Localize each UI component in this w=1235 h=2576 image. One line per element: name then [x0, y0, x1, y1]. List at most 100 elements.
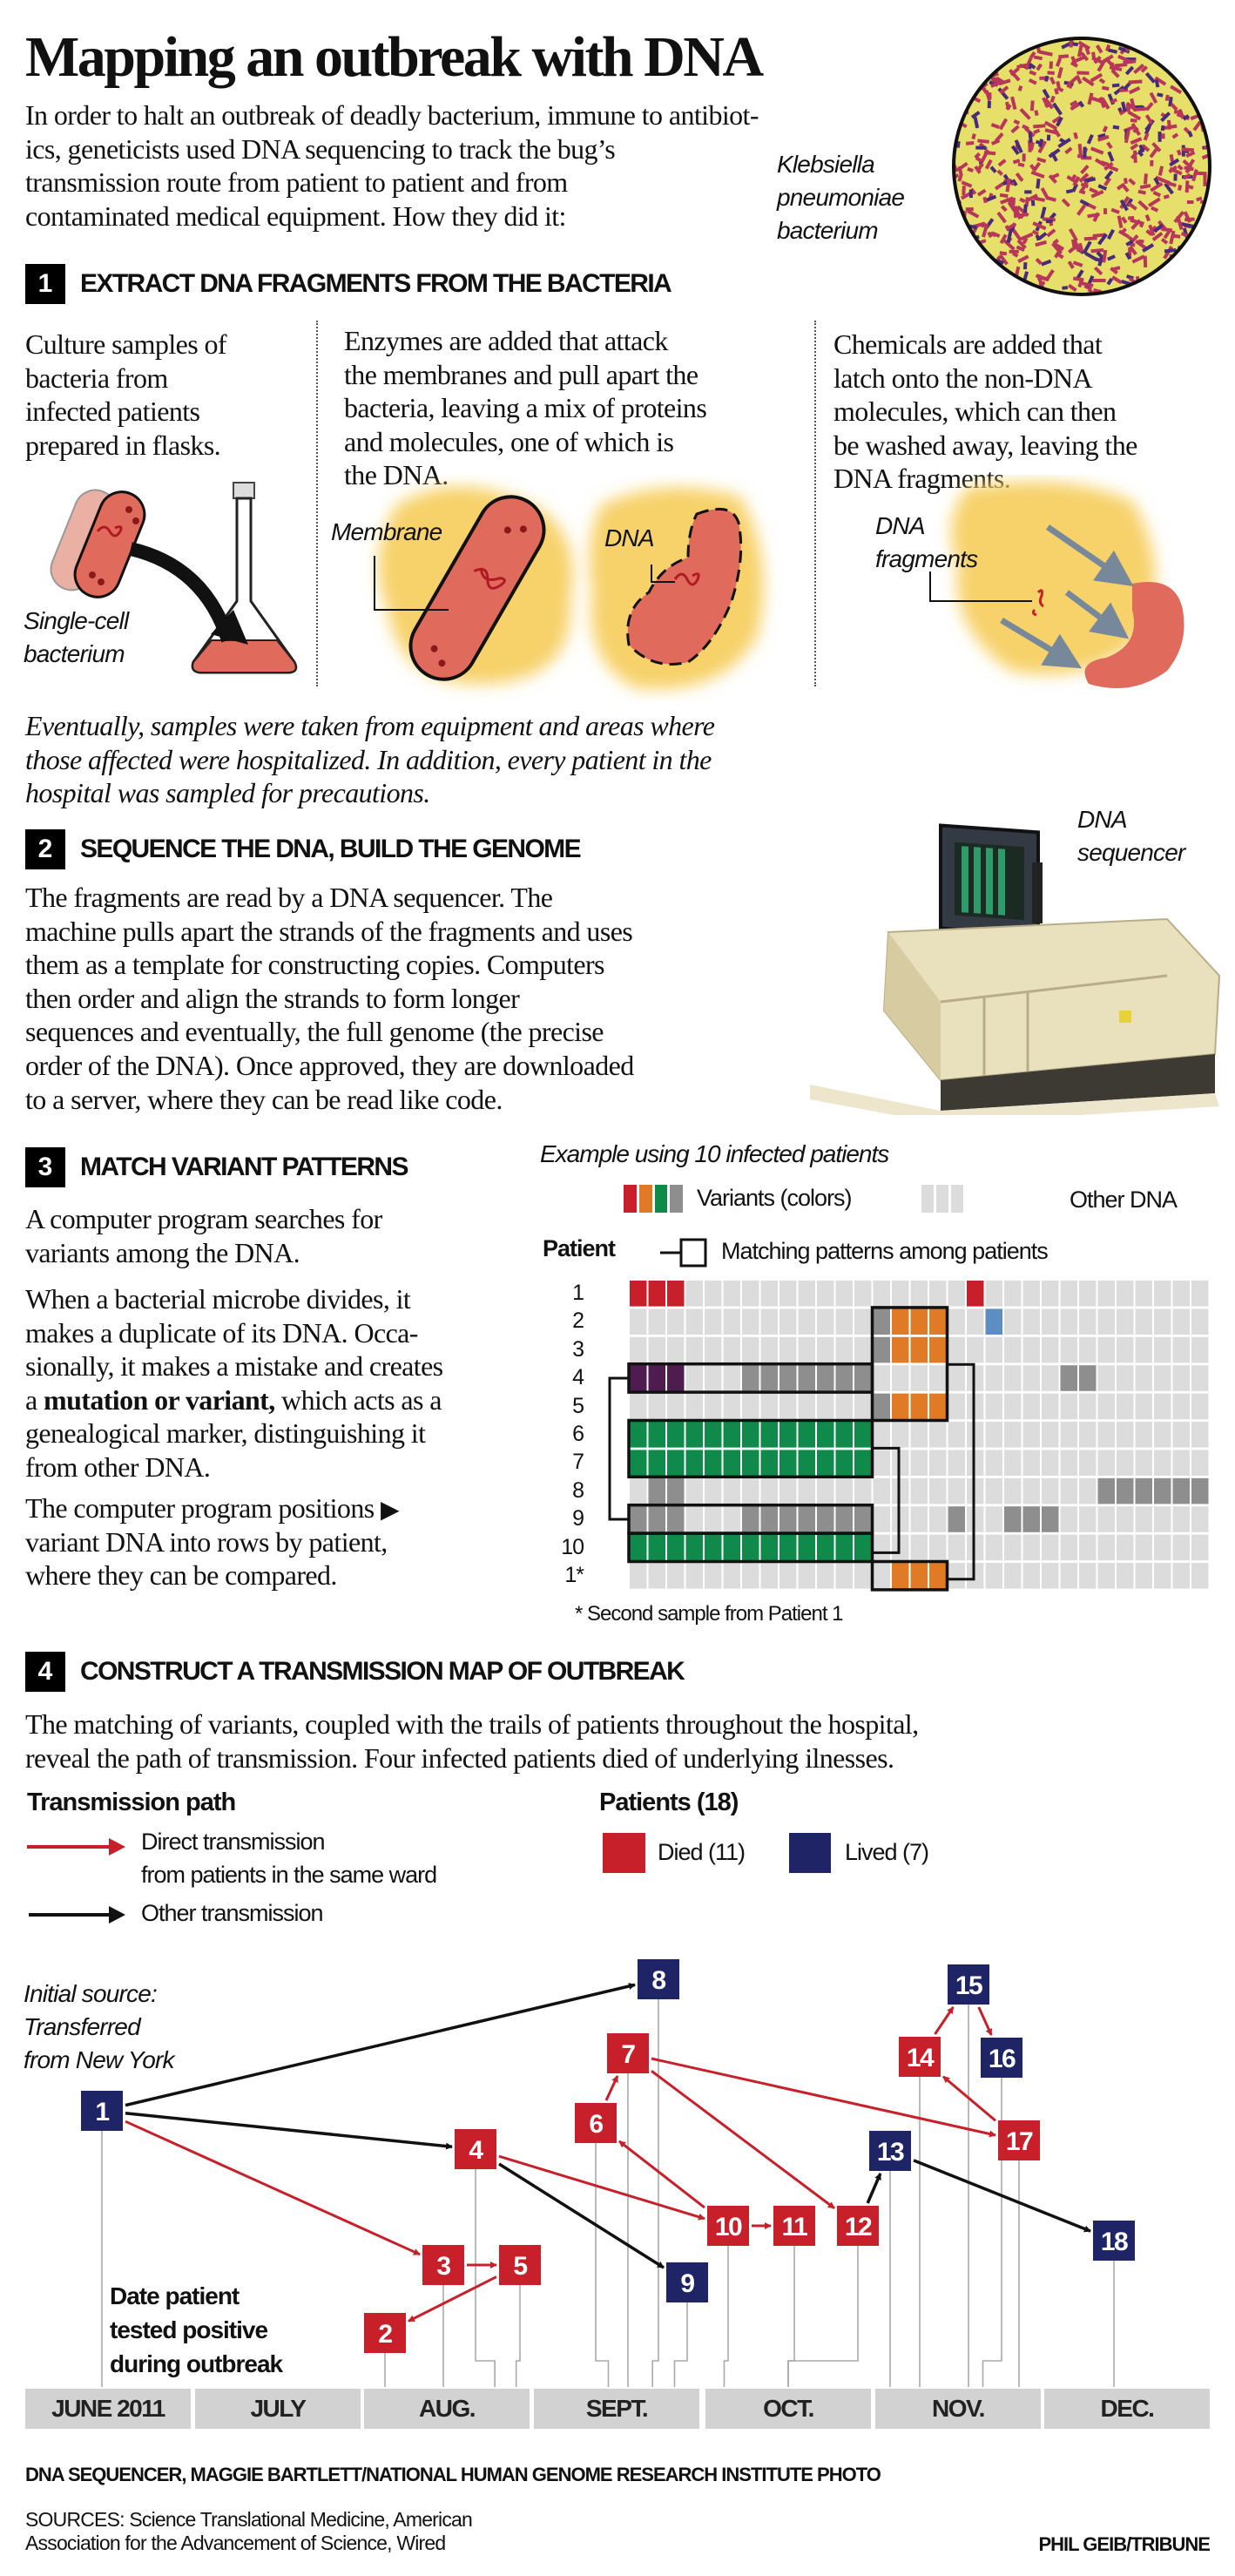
matching-box-icon — [660, 1238, 707, 1268]
other-dna-cell — [854, 1393, 872, 1420]
other-dna-cell — [1172, 1393, 1190, 1420]
other-dna-cell — [1097, 1534, 1115, 1561]
bacterium-cell — [1092, 278, 1106, 282]
bacterium-cell — [1147, 291, 1151, 294]
bacterium-cell — [1022, 124, 1029, 131]
variant-cell — [648, 1534, 665, 1561]
bacterium-cell — [1077, 143, 1083, 158]
bacterium-cell — [1078, 189, 1086, 195]
bacterium-cell — [1017, 162, 1025, 167]
variant-cell — [929, 1393, 947, 1420]
bacterium-cell — [1065, 188, 1073, 194]
other-dna-cell — [1191, 1506, 1209, 1532]
bacterium-cell — [1128, 178, 1137, 186]
month-label: NOV. — [875, 2389, 1041, 2429]
bacterium-cell — [1083, 146, 1087, 159]
bacterium-cell — [955, 91, 962, 98]
caption-line: DNA — [1077, 806, 1128, 833]
other-dna-cell — [779, 1477, 797, 1504]
other-dna-cell — [1004, 1393, 1022, 1420]
variant-cell — [910, 1336, 928, 1363]
bacterium-cell — [1013, 119, 1021, 125]
other-dna-cell — [667, 1393, 685, 1420]
bacterium-cell — [1019, 108, 1031, 120]
variant-cell — [1004, 1506, 1022, 1532]
bacterium-cell — [1068, 227, 1078, 242]
other-dna-cell — [1117, 1506, 1134, 1532]
other-dna-cell — [723, 1563, 740, 1589]
other-dna-cell — [1135, 1308, 1152, 1335]
other-dna-cell — [723, 1336, 740, 1363]
text-line: When a bacterial microbe divides, it — [25, 1283, 411, 1315]
other-dna-cell — [892, 1506, 909, 1532]
bacterium-cell — [959, 254, 971, 260]
variant-cell — [667, 1534, 685, 1561]
bacterium-cell — [1076, 269, 1084, 280]
bacterium-cell — [1131, 254, 1145, 264]
other-dna-cell — [1172, 1308, 1190, 1335]
other-dna-cell — [1191, 1336, 1209, 1363]
bacterium-cell — [998, 78, 1011, 86]
bacterium-cell — [1193, 95, 1201, 103]
text-line: Chemicals are added that — [833, 328, 1103, 360]
month-label: JUNE 2011 — [25, 2389, 191, 2429]
variant-cell — [630, 1422, 647, 1448]
bacterium-cell — [955, 81, 963, 95]
patient-box-died — [575, 2103, 617, 2143]
bacterium-cell — [1123, 178, 1128, 185]
other-dna-cell — [1172, 1450, 1190, 1476]
other-dna-cell — [1154, 1365, 1171, 1391]
other-dna-cell — [1004, 1477, 1022, 1504]
variant-cell — [760, 1365, 778, 1391]
other-dna-cell — [630, 1336, 647, 1363]
bacterium-cell — [1078, 172, 1090, 183]
variant-cell — [948, 1506, 965, 1532]
variant-cell — [667, 1506, 685, 1532]
patient-box-died — [899, 2037, 941, 2077]
bacterium-cell — [974, 51, 981, 63]
legend-line: Direct transmission — [141, 1829, 326, 1855]
bacterium-cell — [1208, 39, 1210, 47]
bacterium-cell — [999, 193, 1009, 199]
bacterium-cell — [1120, 182, 1130, 193]
bacterium-cell — [1029, 100, 1035, 112]
text-line: where they can be compared. — [25, 1559, 337, 1592]
bacterium-cell — [1111, 83, 1120, 88]
other-dna-cell — [1097, 1365, 1115, 1391]
bacterium-cell — [1169, 153, 1175, 163]
other-dna-cell — [910, 1450, 928, 1476]
bacterium-cell — [1046, 228, 1056, 238]
bacterium-cell — [1145, 229, 1153, 236]
bacterium-cell — [1082, 240, 1092, 254]
other-dna-cell — [1135, 1506, 1152, 1532]
month-label: AUG. — [364, 2389, 530, 2429]
bacterium-cell — [1090, 146, 1104, 155]
bacterium-cell — [1128, 79, 1143, 85]
other-dna-cell — [910, 1365, 928, 1391]
bacterium-cell — [989, 80, 1001, 88]
bacterium-cell — [1029, 51, 1036, 59]
bacterium-cell — [1077, 100, 1085, 108]
bacterium-cell — [1164, 263, 1177, 274]
date-dropline — [982, 2078, 1002, 2387]
patient-number: 15 — [955, 1971, 982, 2000]
variant-cell — [760, 1506, 778, 1532]
bacterium-cell — [1037, 232, 1048, 240]
bacterium-cell — [1187, 282, 1195, 291]
other-dna-cell — [835, 1308, 853, 1335]
bacterium-cell — [1178, 249, 1186, 263]
legend-path-title: Transmission path — [27, 1788, 236, 1816]
bacterium-cell — [967, 166, 974, 172]
other-dna-cell — [648, 1308, 665, 1335]
bacterium-cell — [982, 223, 989, 238]
other-dna-cell — [779, 1563, 797, 1589]
legend-other-dna: Other DNA — [1070, 1187, 1178, 1213]
other-dna-cell — [779, 1393, 797, 1420]
bacterium-cell — [1181, 147, 1194, 152]
other-dna-cell — [1097, 1450, 1115, 1476]
patient-node: 6 — [575, 2103, 617, 2143]
bacterium-cell — [994, 182, 1004, 191]
other-dna-cell — [1154, 1281, 1171, 1307]
bacterium-cell — [1106, 277, 1114, 286]
bacterium-cell — [979, 39, 987, 46]
